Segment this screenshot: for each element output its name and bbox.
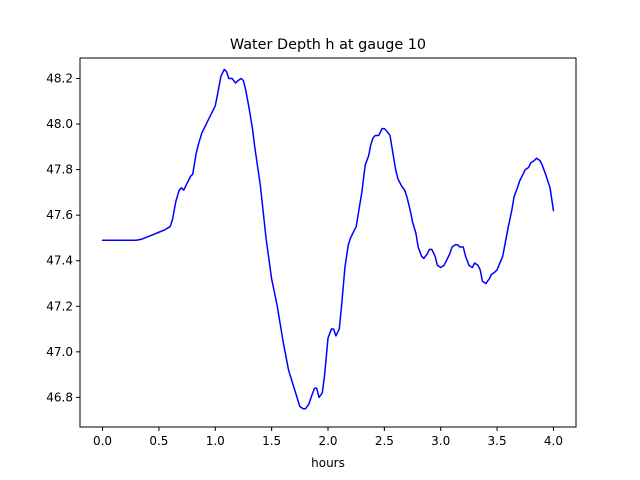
plot-area xyxy=(80,58,576,427)
x-tick-label: 0.0 xyxy=(93,434,112,448)
y-tick-label: 47.0 xyxy=(46,345,73,359)
x-tick-label: 3.0 xyxy=(431,434,450,448)
x-tick-label: 1.0 xyxy=(206,434,225,448)
x-tick-label: 0.5 xyxy=(149,434,168,448)
y-tick-label: 47.4 xyxy=(46,254,73,268)
y-tick-label: 48.0 xyxy=(46,117,73,131)
y-tick-label: 47.6 xyxy=(46,208,73,222)
axes-frame xyxy=(79,57,577,428)
x-axis-label: hours xyxy=(311,456,345,470)
y-tick-label: 47.8 xyxy=(46,163,73,177)
x-tick-label: 2.0 xyxy=(318,434,337,448)
x-tick-label: 3.5 xyxy=(488,434,507,448)
x-tick-label: 1.5 xyxy=(262,434,281,448)
series-line xyxy=(101,68,555,410)
x-axis: 0.0 0.5 1.0 1.5 2.0 2.5 3.0 3.5 4.0 xyxy=(93,427,563,448)
x-tick-label: 2.5 xyxy=(375,434,394,448)
y-axis: 46.8 47.0 47.2 47.4 47.6 47.8 48.0 48.2 xyxy=(46,72,80,404)
x-tick-label: 4.0 xyxy=(544,434,563,448)
y-tick-label: 48.2 xyxy=(46,72,73,86)
y-tick-label: 47.2 xyxy=(46,299,73,313)
chart-title: Water Depth h at gauge 10 xyxy=(230,37,426,53)
y-tick-label: 46.8 xyxy=(46,390,73,404)
